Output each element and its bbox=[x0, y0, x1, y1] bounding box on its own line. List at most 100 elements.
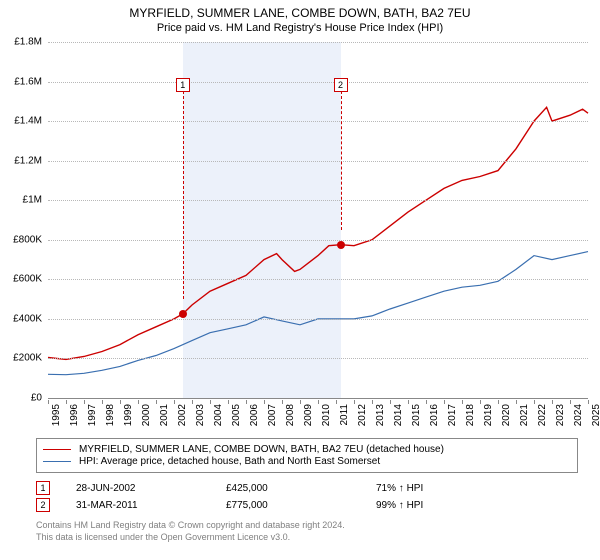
x-tick bbox=[228, 400, 229, 404]
chart-subtitle: Price paid vs. HM Land Registry's House … bbox=[0, 20, 600, 38]
event-flag-line bbox=[341, 91, 342, 229]
legend-label: HPI: Average price, detached house, Bath… bbox=[79, 456, 380, 467]
x-tick bbox=[498, 400, 499, 404]
x-axis-label: 2006 bbox=[249, 404, 260, 426]
x-axis-label: 2016 bbox=[429, 404, 440, 426]
x-axis-label: 2018 bbox=[465, 404, 476, 426]
x-axis-label: 2003 bbox=[195, 404, 206, 426]
y-axis-label: £1M bbox=[23, 195, 42, 206]
event-flag-line bbox=[183, 91, 184, 299]
event-flag-box: 2 bbox=[334, 78, 348, 92]
x-tick bbox=[156, 400, 157, 404]
x-axis-label: 2009 bbox=[303, 404, 314, 426]
x-tick bbox=[264, 400, 265, 404]
x-axis-label: 1996 bbox=[69, 404, 80, 426]
x-tick bbox=[462, 400, 463, 404]
x-tick bbox=[426, 400, 427, 404]
x-tick bbox=[354, 400, 355, 404]
x-tick bbox=[174, 400, 175, 404]
x-axis-label: 2020 bbox=[501, 404, 512, 426]
event-num-box: 2 bbox=[36, 498, 50, 512]
event-price: £425,000 bbox=[226, 483, 376, 494]
x-axis-label: 1998 bbox=[105, 404, 116, 426]
event-price: £775,000 bbox=[226, 500, 376, 511]
event-vs-hpi: 71% ↑ HPI bbox=[376, 483, 526, 494]
x-tick bbox=[534, 400, 535, 404]
x-axis-label: 2015 bbox=[411, 404, 422, 426]
y-axis-label: £200K bbox=[13, 353, 42, 364]
legend-swatch bbox=[43, 449, 71, 450]
x-axis-label: 2005 bbox=[231, 404, 242, 426]
x-axis-label: 2004 bbox=[213, 404, 224, 426]
x-tick bbox=[300, 400, 301, 404]
x-axis-label: 2014 bbox=[393, 404, 404, 426]
x-tick bbox=[192, 400, 193, 404]
x-tick bbox=[138, 400, 139, 404]
x-axis-label: 2002 bbox=[177, 404, 188, 426]
gridline bbox=[48, 200, 588, 201]
x-tick bbox=[120, 400, 121, 404]
gridline bbox=[48, 279, 588, 280]
event-row: 2 31-MAR-2011 £775,000 99% ↑ HPI bbox=[36, 498, 578, 512]
x-axis-label: 2008 bbox=[285, 404, 296, 426]
x-axis-label: 2007 bbox=[267, 404, 278, 426]
x-axis-label: 2011 bbox=[339, 404, 350, 426]
x-axis-label: 2012 bbox=[357, 404, 368, 426]
x-axis-label: 2021 bbox=[519, 404, 530, 426]
y-axis-label: £800K bbox=[13, 234, 42, 245]
data-marker bbox=[337, 241, 345, 249]
y-axis-label: £400K bbox=[13, 313, 42, 324]
x-axis-label: 2010 bbox=[321, 404, 332, 426]
x-tick bbox=[282, 400, 283, 404]
x-tick bbox=[318, 400, 319, 404]
legend-item: MYRFIELD, SUMMER LANE, COMBE DOWN, BATH,… bbox=[43, 444, 571, 455]
legend-swatch bbox=[43, 461, 71, 462]
chart-lines bbox=[48, 42, 588, 398]
legend-label: MYRFIELD, SUMMER LANE, COMBE DOWN, BATH,… bbox=[79, 444, 444, 455]
event-row: 1 28-JUN-2002 £425,000 71% ↑ HPI bbox=[36, 481, 578, 495]
x-axis-label: 2025 bbox=[591, 404, 600, 426]
x-tick bbox=[48, 400, 49, 404]
x-tick bbox=[102, 400, 103, 404]
x-tick bbox=[408, 400, 409, 404]
y-axis-label: £600K bbox=[13, 274, 42, 285]
gridline bbox=[48, 161, 588, 162]
gridline bbox=[48, 42, 588, 43]
footer-line: This data is licensed under the Open Gov… bbox=[36, 532, 345, 544]
plot-area: £0£200K£400K£600K£800K£1M£1.2M£1.4M£1.6M… bbox=[48, 42, 588, 399]
x-axis-label: 2000 bbox=[141, 404, 152, 426]
footer-line: Contains HM Land Registry data © Crown c… bbox=[36, 520, 345, 532]
x-tick bbox=[66, 400, 67, 404]
x-axis-label: 2023 bbox=[555, 404, 566, 426]
event-flag-box: 1 bbox=[176, 78, 190, 92]
event-date: 31-MAR-2011 bbox=[76, 500, 226, 511]
footer: Contains HM Land Registry data © Crown c… bbox=[36, 520, 345, 543]
x-tick bbox=[480, 400, 481, 404]
x-tick bbox=[390, 400, 391, 404]
series-hpi bbox=[48, 252, 588, 375]
chart-title: MYRFIELD, SUMMER LANE, COMBE DOWN, BATH,… bbox=[0, 0, 600, 20]
x-axis-label: 2024 bbox=[573, 404, 584, 426]
chart-container: MYRFIELD, SUMMER LANE, COMBE DOWN, BATH,… bbox=[0, 0, 600, 560]
series-property bbox=[48, 107, 588, 359]
x-axis-label: 1997 bbox=[87, 404, 98, 426]
gridline bbox=[48, 319, 588, 320]
y-axis-label: £0 bbox=[31, 393, 42, 404]
gridline bbox=[48, 82, 588, 83]
legend-item: HPI: Average price, detached house, Bath… bbox=[43, 456, 571, 467]
x-axis-label: 1999 bbox=[123, 404, 134, 426]
event-date: 28-JUN-2002 bbox=[76, 483, 226, 494]
x-tick bbox=[372, 400, 373, 404]
y-axis-label: £1.6M bbox=[14, 76, 42, 87]
event-num-box: 1 bbox=[36, 481, 50, 495]
x-tick bbox=[246, 400, 247, 404]
x-tick bbox=[552, 400, 553, 404]
x-tick bbox=[444, 400, 445, 404]
gridline bbox=[48, 358, 588, 359]
gridline bbox=[48, 240, 588, 241]
gridline bbox=[48, 121, 588, 122]
x-axis-label: 2017 bbox=[447, 404, 458, 426]
y-axis-label: £1.4M bbox=[14, 116, 42, 127]
events-table: 1 28-JUN-2002 £425,000 71% ↑ HPI 2 31-MA… bbox=[36, 478, 578, 515]
x-tick bbox=[336, 400, 337, 404]
